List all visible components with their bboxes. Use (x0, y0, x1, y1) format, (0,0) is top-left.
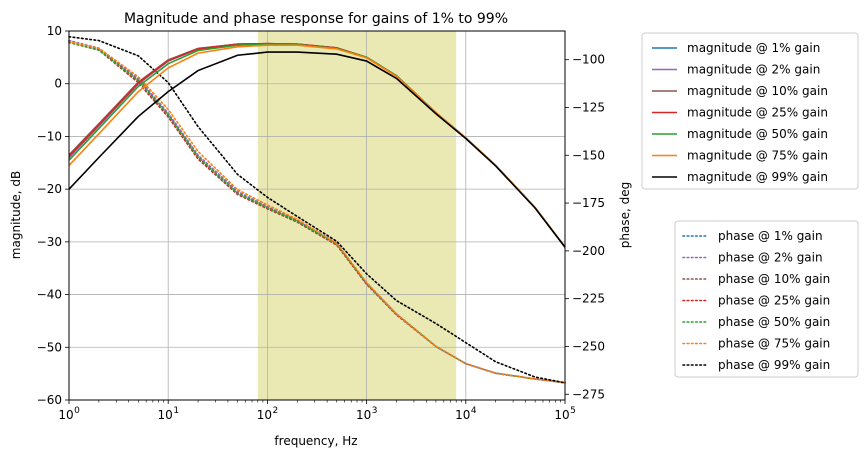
x-tick-exponent: 4 (471, 406, 477, 416)
plot-frame (68, 30, 566, 401)
x-tick-exponent: 2 (273, 406, 279, 416)
legend-magnitude-label: magnitude @ 2% gain (687, 63, 820, 77)
y-tick-label: −40 (37, 288, 62, 302)
right-tick-label: −200 (572, 244, 605, 258)
highlight-band-layer (257, 31, 457, 400)
x-tick-label: 10 (554, 408, 569, 422)
legend-magnitude-label: magnitude @ 50% gain (687, 127, 828, 141)
phase-series-line-3 (68, 41, 566, 384)
legend-magnitude-label: magnitude @ 1% gain (687, 41, 820, 55)
x-tick-label: 10 (257, 408, 272, 422)
y-tick-label: −10 (37, 129, 62, 143)
legend-magnitude-label: magnitude @ 75% gain (687, 149, 828, 163)
legend-phase-label: phase @ 2% gain (718, 251, 823, 265)
x-axis-label: frequency, Hz (274, 434, 357, 448)
y-axis-label: magnitude, dB (9, 171, 23, 259)
right-tick-label: −250 (572, 339, 605, 353)
legend-phase-label: phase @ 99% gain (718, 358, 830, 372)
legend-phase-label: phase @ 1% gain (718, 229, 823, 243)
y-tick-label: 0 (54, 77, 62, 91)
y-tick-label: −20 (37, 182, 62, 196)
x-tick-exponent: 0 (74, 406, 80, 416)
magnitude-legend-frame (641, 32, 859, 190)
legend-phase-label: phase @ 75% gain (718, 337, 830, 351)
right-tick-label: −125 (572, 100, 605, 114)
highlight-band (257, 31, 457, 400)
legend-phase-label: phase @ 25% gain (718, 294, 830, 308)
x-tick-label: 10 (58, 408, 73, 422)
phase-series-line-6 (68, 35, 566, 384)
right-tick-label: −100 (572, 53, 605, 67)
x-tick-exponent: 1 (173, 406, 179, 416)
right-tick-label: −225 (572, 292, 605, 306)
right-tick-label: −150 (572, 148, 605, 162)
legend-phase-label: phase @ 10% gain (718, 272, 830, 286)
right-tick-label: −175 (572, 196, 605, 210)
x-tick-label: 10 (356, 408, 371, 422)
series-layer (68, 35, 566, 384)
legend-magnitude-label: magnitude @ 99% gain (687, 170, 828, 184)
ticks-layer: 10 0 10 1 10 2 10 3 10 4 10 5100−10−20−30−40−50−60−… (37, 24, 605, 422)
phase-legend: phase @ 1% gain phase @ 2% gain phase @ 10… (674, 220, 859, 378)
grid-layer (69, 31, 565, 400)
legend-magnitude-label: magnitude @ 10% gain (687, 84, 828, 98)
chart-title: Magnitude and phase response for gains o… (124, 11, 508, 27)
right-tick-label: −275 (572, 387, 605, 401)
legend-phase-label: phase @ 50% gain (718, 315, 830, 329)
phase-series-line-5 (68, 40, 566, 384)
x-tick-exponent: 5 (570, 406, 576, 416)
y-tick-label: −50 (37, 340, 62, 354)
x-tick-label: 10 (158, 408, 173, 422)
x-tick-label: 10 (455, 408, 470, 422)
right-axis-label: phase, deg (618, 182, 632, 248)
y-tick-label: −60 (37, 393, 62, 407)
legend-magnitude-label: magnitude @ 25% gain (687, 106, 828, 120)
magnitude-series-line-6 (68, 51, 566, 248)
y-tick-label: 10 (47, 24, 62, 38)
x-tick-exponent: 3 (372, 406, 378, 416)
phase-legend-frame (674, 220, 859, 378)
y-tick-label: −30 (37, 235, 62, 249)
phase-series-line-4 (68, 41, 566, 384)
magnitude-legend: magnitude @ 1% gain magnitude @ 2% gain ma… (641, 32, 859, 190)
